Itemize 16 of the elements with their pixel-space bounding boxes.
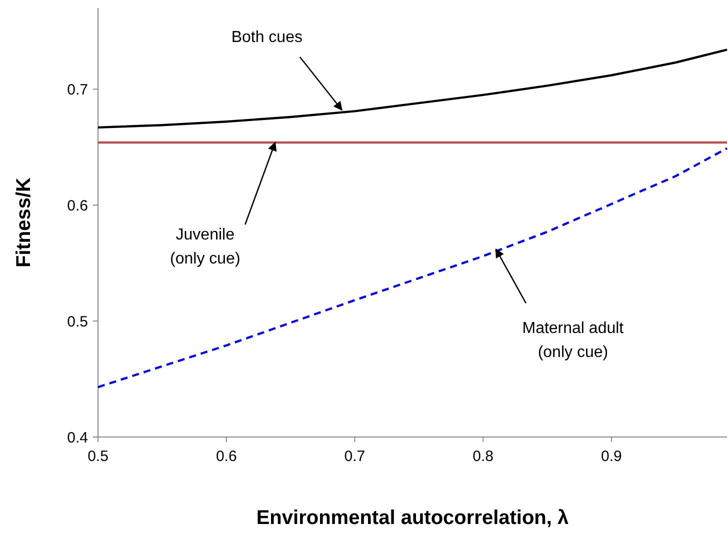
- y-tick-label: 0.6: [67, 197, 88, 214]
- y-tick-label: 0.4: [67, 429, 88, 446]
- line-series: [96, 48, 728, 129]
- line-series: [96, 147, 728, 388]
- y-tick-label: 0.5: [67, 313, 88, 330]
- y-tick-label: 0.7: [67, 81, 88, 98]
- x-tick-label: 0.8: [472, 448, 494, 465]
- x-tick-label: 0.5: [88, 448, 108, 465]
- x-tick-label: 0.7: [344, 448, 366, 465]
- x-tick-label: 0.9: [601, 448, 622, 465]
- annotation: Both cues: [231, 29, 302, 46]
- y-axis-title: Fitness/K: [13, 176, 35, 268]
- annotation: Juvenile (only cue): [170, 226, 240, 268]
- x-axis-title: Environmental autocorrelation, λ: [256, 507, 569, 529]
- annotation: Maternal adult (only cue): [522, 320, 624, 362]
- x-tick-label: 0.6: [216, 448, 237, 465]
